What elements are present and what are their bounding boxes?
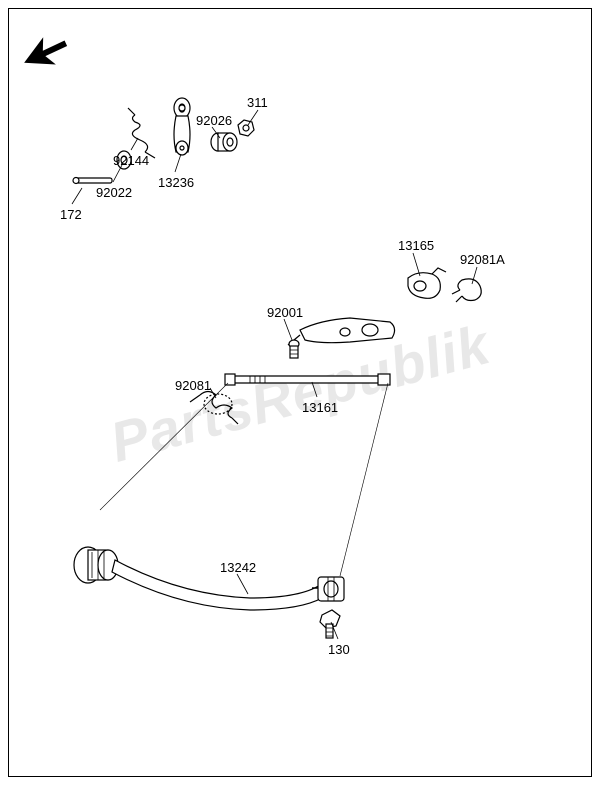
label-92026: 92026 <box>196 113 232 128</box>
label-13165: 13165 <box>398 238 434 253</box>
exploded-diagram <box>0 0 600 785</box>
part-130-bolt <box>320 610 340 638</box>
assembly-guide-line <box>100 383 388 576</box>
label-13236: 13236 <box>158 175 194 190</box>
label-92081A: 92081A <box>460 252 505 267</box>
part-13165-cap <box>408 268 446 298</box>
part-13236-lever <box>174 98 190 155</box>
part-92081a-clip <box>452 279 481 302</box>
part-shift-arm <box>288 318 395 345</box>
part-92026-spacer <box>211 133 237 151</box>
part-92081-spring <box>190 392 238 425</box>
label-13161: 13161 <box>302 400 338 415</box>
part-172-pin <box>73 178 112 184</box>
part-92001-bolt <box>289 340 299 358</box>
part-92144-spring <box>128 108 155 158</box>
label-13242: 13242 <box>220 560 256 575</box>
label-172: 172 <box>60 207 82 222</box>
part-311-nut <box>238 120 254 136</box>
nav-arrow-icon <box>20 28 70 78</box>
label-92081: 92081 <box>175 378 211 393</box>
label-130: 130 <box>328 642 350 657</box>
label-92001: 92001 <box>267 305 303 320</box>
part-13161-shaft <box>225 374 390 385</box>
leader-lines <box>72 110 477 639</box>
label-92022: 92022 <box>96 185 132 200</box>
part-13242-pedal <box>74 547 344 610</box>
label-311: 311 <box>247 95 268 110</box>
label-92144: 92144 <box>113 153 149 168</box>
